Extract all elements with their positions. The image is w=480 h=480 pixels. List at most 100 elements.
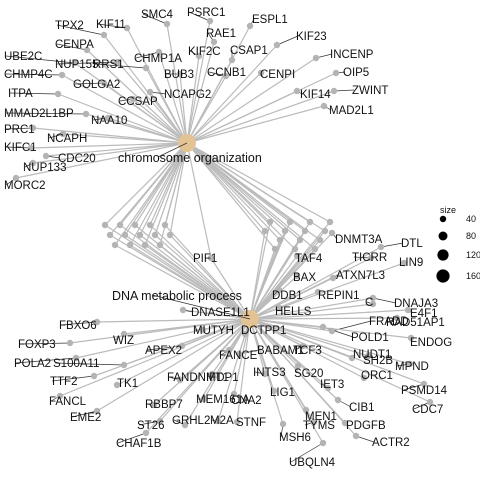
edge-line (129, 244, 251, 320)
gene-label-rae1: RAE1 (206, 28, 236, 40)
gene-node (104, 114, 112, 122)
gene-node (311, 245, 319, 253)
edge-line (116, 318, 251, 386)
edge-line (154, 142, 188, 236)
gene-label-chmp4c: CHMP4C (4, 69, 53, 81)
gene-label-atxn7l3: ATXN7L3 (336, 270, 385, 282)
gene-node (348, 354, 356, 362)
gene-node (142, 429, 150, 437)
gene-node (29, 124, 37, 132)
gene-label-msh6: MSH6 (279, 432, 311, 444)
edge-line (186, 142, 266, 232)
gene-node (273, 41, 281, 49)
edge-line (249, 318, 411, 365)
edge-line (57, 93, 188, 144)
edge-line (153, 318, 251, 406)
gene-node (404, 306, 412, 314)
edge-line (184, 318, 251, 426)
gene-label-fancl: FANCL (49, 396, 87, 408)
edge-line (159, 244, 251, 320)
gene-label-tyms: TYMS (303, 420, 335, 432)
gene-node (319, 439, 327, 447)
edge-line (210, 257, 251, 320)
gene-node (156, 241, 164, 249)
gene-label-grhl2: GRHL2 (172, 415, 210, 427)
gene-node (286, 218, 294, 226)
gene-node (141, 241, 149, 249)
gene-label-actr2: ACTR2 (372, 437, 410, 449)
gene-label-mmad2l1bp: MMAD2L1BP (4, 108, 74, 120)
gene-label-espl1: ESPL1 (252, 14, 288, 26)
edge-line (61, 74, 188, 144)
gene-label-c: C (365, 297, 373, 309)
gene-node (312, 54, 320, 62)
edge-line (182, 309, 251, 320)
gene-node (299, 342, 307, 350)
gene-label-fradd: FRADD (369, 316, 409, 328)
gene-node (314, 288, 322, 296)
legend-dot-80 (438, 231, 448, 241)
edge-line (186, 142, 331, 223)
gene-label-layer: TPX2 KIF11 SMC4 PSRC1 ESPL1 KIF23 CENPA UBE2C NU… (4, 7, 452, 469)
gene-label-sh2b: SH2B (363, 355, 393, 367)
size-legend: size 40 80 120 160 (436, 205, 480, 283)
edge-line (186, 20, 211, 144)
gene-node (166, 231, 174, 239)
gene-node (59, 130, 67, 138)
category-label-chromosome-organization: chromosome organization (118, 151, 262, 165)
gene-label-oip5: OIP5 (343, 67, 369, 79)
gene-node (29, 159, 37, 167)
edge-line (114, 244, 251, 320)
gene-label-incenp: INCENP (330, 49, 374, 61)
gene-node (341, 419, 349, 427)
gene-node (114, 58, 122, 66)
legend-dot-40 (439, 215, 447, 223)
edge-line (211, 318, 251, 375)
edge-line (186, 41, 215, 144)
gene-node (241, 330, 249, 338)
edge-line (249, 318, 339, 401)
gene-label-ncaph: NCAPH (47, 133, 87, 145)
edge-line (169, 142, 188, 236)
label-leader (5, 112, 87, 115)
gene-node (228, 56, 236, 64)
label-leader (60, 321, 98, 326)
label-leader (380, 242, 404, 248)
gene-label-nup133: NUP133 (23, 162, 66, 174)
gene-node (275, 286, 283, 294)
edge-line (32, 127, 188, 144)
gene-label-iet3: IET3 (320, 379, 344, 391)
gene-label-rrs1: RRS1 (93, 59, 124, 71)
gene-label-s100a11: S100A11 (53, 358, 99, 370)
legend-label-80: 80 (466, 231, 476, 241)
gene-label-kif11: KIF11 (96, 19, 126, 31)
edge-line (119, 142, 188, 226)
edge-line (186, 142, 276, 250)
gene-node (121, 231, 129, 239)
gene-node (367, 254, 375, 262)
gene-label-stnf: STNF (236, 417, 266, 429)
gene-label-men1: MEN1 (305, 411, 337, 423)
gene-node (54, 90, 62, 98)
gene-label-naa10: NAA10 (91, 115, 127, 127)
legend-dot-120 (437, 249, 449, 261)
gene-label-cna2: CNA2 (231, 395, 262, 407)
gene-label-cdc20: CDC20 (58, 153, 96, 165)
gene-node (214, 417, 222, 425)
gene-label-apex2: APEX2 (145, 345, 182, 357)
gene-label-kif14: KIF14 (300, 89, 331, 101)
edge-line (145, 318, 251, 434)
gene-node (301, 227, 309, 235)
edge-layer (5, 11, 431, 463)
gene-node (310, 418, 318, 426)
legend-dot-160 (436, 269, 450, 283)
gene-node (208, 370, 216, 378)
label-leader (276, 35, 299, 46)
gene-node (334, 396, 342, 404)
gene-node (129, 95, 137, 103)
gene-node (329, 274, 337, 282)
gene-node (163, 20, 171, 28)
gene-node (306, 218, 314, 226)
label-leader (135, 51, 160, 59)
label-leader (5, 146, 32, 149)
